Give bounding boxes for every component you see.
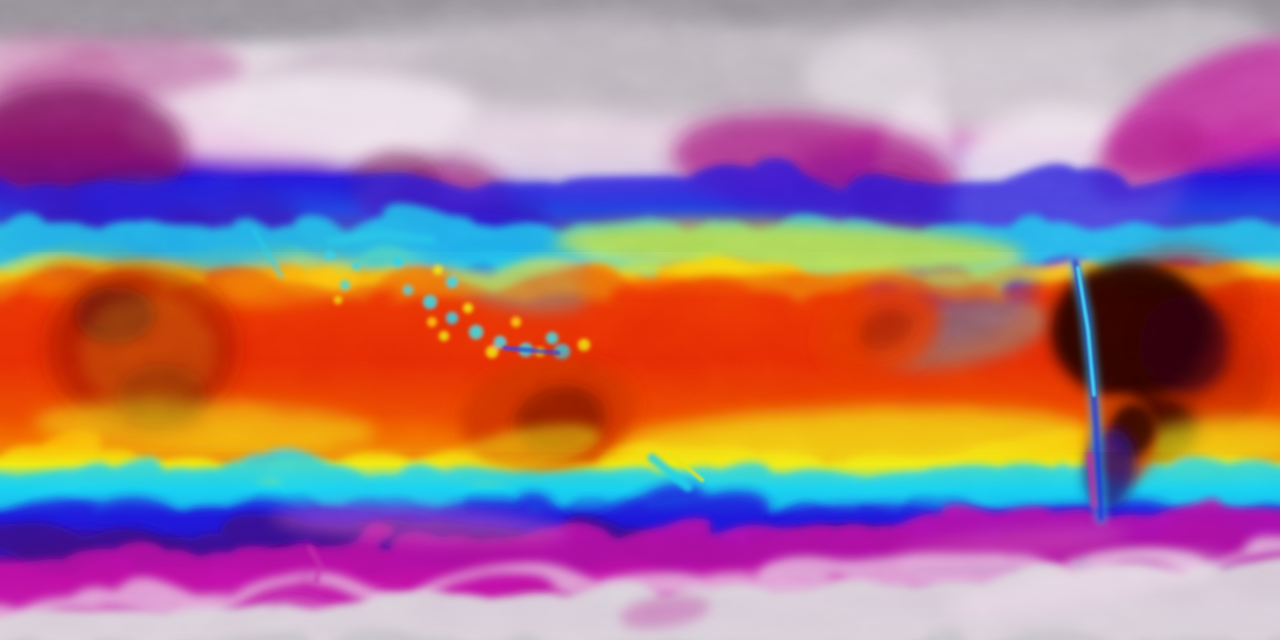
tropic-grain xyxy=(0,252,1280,452)
